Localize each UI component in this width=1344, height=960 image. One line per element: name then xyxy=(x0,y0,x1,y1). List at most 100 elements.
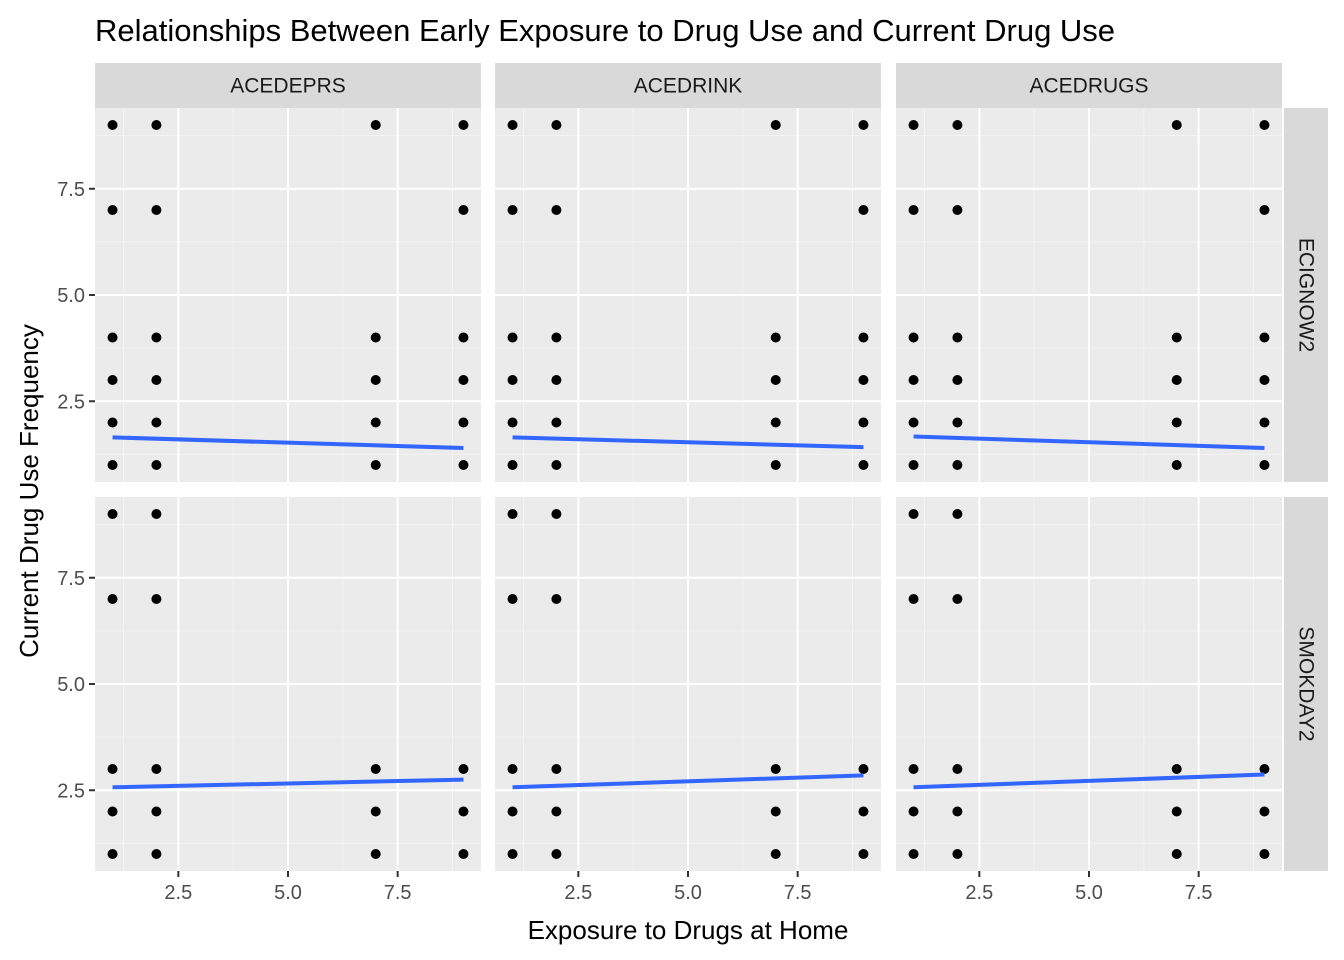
data-point xyxy=(107,460,118,470)
panel-acedrugs-ecignow2 xyxy=(896,108,1282,482)
data-point xyxy=(151,205,162,215)
row-strip-label-ecignow2: ECIGNOW2 xyxy=(1295,238,1318,352)
data-point xyxy=(551,375,562,385)
column-strip-label-acedeprs: ACEDEPRS xyxy=(230,75,346,98)
data-point xyxy=(107,806,118,817)
data-point xyxy=(1171,849,1182,859)
data-point xyxy=(858,764,869,774)
data-point xyxy=(151,509,162,519)
data-point xyxy=(370,764,381,774)
x-tick-label: 2.5 xyxy=(564,882,592,904)
data-point xyxy=(770,417,781,428)
data-point xyxy=(952,417,963,428)
data-point xyxy=(908,764,919,774)
data-point xyxy=(151,120,162,130)
data-point xyxy=(151,594,162,604)
data-point xyxy=(952,120,963,130)
data-point xyxy=(1171,764,1182,774)
data-point xyxy=(551,849,562,859)
data-point xyxy=(551,806,562,817)
data-point xyxy=(370,460,381,470)
facet-grid: ACEDEPRS ACEDRINK ACEDRUGS ECIGNOW2 SMOKDAY2… xyxy=(57,63,1328,904)
data-point xyxy=(1259,764,1270,774)
data-point xyxy=(770,460,781,470)
fit-line xyxy=(913,434,1265,450)
data-point xyxy=(858,806,869,817)
chart-title: Relationships Between Early Exposure to … xyxy=(95,13,1115,48)
y-tick-label: 2.5 xyxy=(57,780,85,802)
data-point xyxy=(858,375,869,385)
data-point xyxy=(507,764,518,774)
data-point xyxy=(107,205,118,215)
data-point xyxy=(858,332,869,343)
panel-acedrugs-smokday2 xyxy=(896,497,1282,871)
data-point xyxy=(952,509,963,519)
data-point xyxy=(507,849,518,859)
data-point xyxy=(770,332,781,343)
x-tick-label: 7.5 xyxy=(384,882,412,904)
data-point xyxy=(1259,120,1270,130)
row-strip-ecignow2 xyxy=(1284,108,1328,482)
data-point xyxy=(107,332,118,343)
x-tick-label: 7.5 xyxy=(1185,882,1213,904)
data-point xyxy=(458,375,469,385)
data-point xyxy=(507,332,518,343)
data-point xyxy=(952,594,963,604)
fit-line xyxy=(112,435,464,450)
data-point xyxy=(770,849,781,859)
data-point xyxy=(551,460,562,470)
data-point xyxy=(370,332,381,343)
data-point xyxy=(107,509,118,519)
data-point xyxy=(507,806,518,817)
data-point xyxy=(908,417,919,428)
data-point xyxy=(151,849,162,859)
data-point xyxy=(370,849,381,859)
data-point xyxy=(151,417,162,428)
data-point xyxy=(507,120,518,130)
data-point xyxy=(151,375,162,385)
panel-acedeprs-smokday2 xyxy=(95,497,481,871)
data-point xyxy=(458,764,469,774)
data-point xyxy=(507,417,518,428)
x-tick-label: 2.5 xyxy=(965,882,993,904)
x-tick-label: 5.0 xyxy=(1075,882,1103,904)
data-point xyxy=(1259,375,1270,385)
data-point xyxy=(551,120,562,130)
column-strip-label-acedrink: ACEDRINK xyxy=(634,75,743,98)
data-point xyxy=(770,764,781,774)
y-tick-label: 5.0 xyxy=(57,285,85,307)
data-point xyxy=(858,849,869,859)
data-point xyxy=(507,205,518,215)
data-point xyxy=(952,205,963,215)
data-point xyxy=(458,332,469,343)
data-point xyxy=(908,806,919,817)
y-tick-label: 7.5 xyxy=(57,568,85,590)
data-point xyxy=(370,120,381,130)
row-strip-smokday2 xyxy=(1284,497,1328,871)
data-point xyxy=(107,594,118,604)
data-point xyxy=(952,764,963,774)
x-tick-label: 5.0 xyxy=(674,882,702,904)
data-point xyxy=(1171,417,1182,428)
data-point xyxy=(1171,375,1182,385)
x-tick-label: 5.0 xyxy=(274,882,302,904)
data-point xyxy=(770,120,781,130)
data-point xyxy=(370,806,381,817)
data-point xyxy=(458,806,469,817)
data-point xyxy=(1171,460,1182,470)
fit-line xyxy=(512,435,864,450)
data-point xyxy=(551,332,562,343)
data-point xyxy=(908,375,919,385)
data-point xyxy=(507,509,518,519)
data-point xyxy=(858,460,869,470)
y-tick-label: 7.5 xyxy=(57,179,85,201)
data-point xyxy=(370,375,381,385)
data-point xyxy=(770,375,781,385)
data-point xyxy=(952,806,963,817)
y-tick-label: 2.5 xyxy=(57,391,85,413)
data-point xyxy=(1259,806,1270,817)
data-point xyxy=(458,460,469,470)
x-tick-label: 7.5 xyxy=(784,882,812,904)
data-point xyxy=(908,509,919,519)
